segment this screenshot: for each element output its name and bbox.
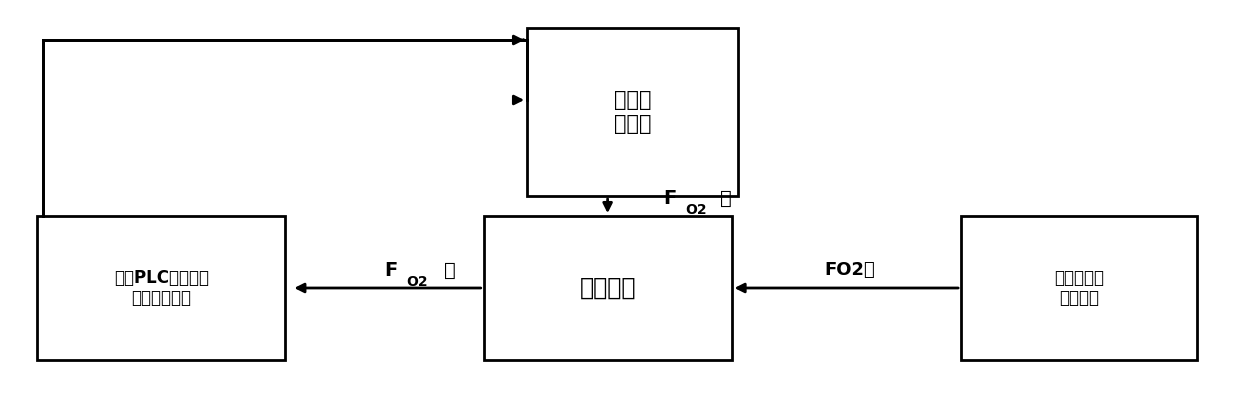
Text: FO2需: FO2需 [825, 261, 874, 279]
Bar [961, 216, 1197, 360]
Text: F: F [663, 188, 677, 208]
Text: 溶解氧
传感器: 溶解氧 传感器 [614, 90, 651, 134]
Text: 供: 供 [444, 260, 455, 280]
Text: F: F [384, 260, 398, 280]
Bar [37, 216, 285, 360]
Text: 测: 测 [720, 188, 732, 208]
Text: 需氧量采集
计算系统: 需氧量采集 计算系统 [1054, 269, 1104, 307]
Bar [484, 216, 732, 360]
Text: 就地PLC控制柜调
节鼓风机机组: 就地PLC控制柜调 节鼓风机机组 [114, 269, 208, 307]
Bar [527, 28, 738, 196]
Text: O2: O2 [686, 203, 707, 217]
Text: 主控制器: 主控制器 [579, 276, 636, 300]
Text: O2: O2 [407, 275, 428, 289]
